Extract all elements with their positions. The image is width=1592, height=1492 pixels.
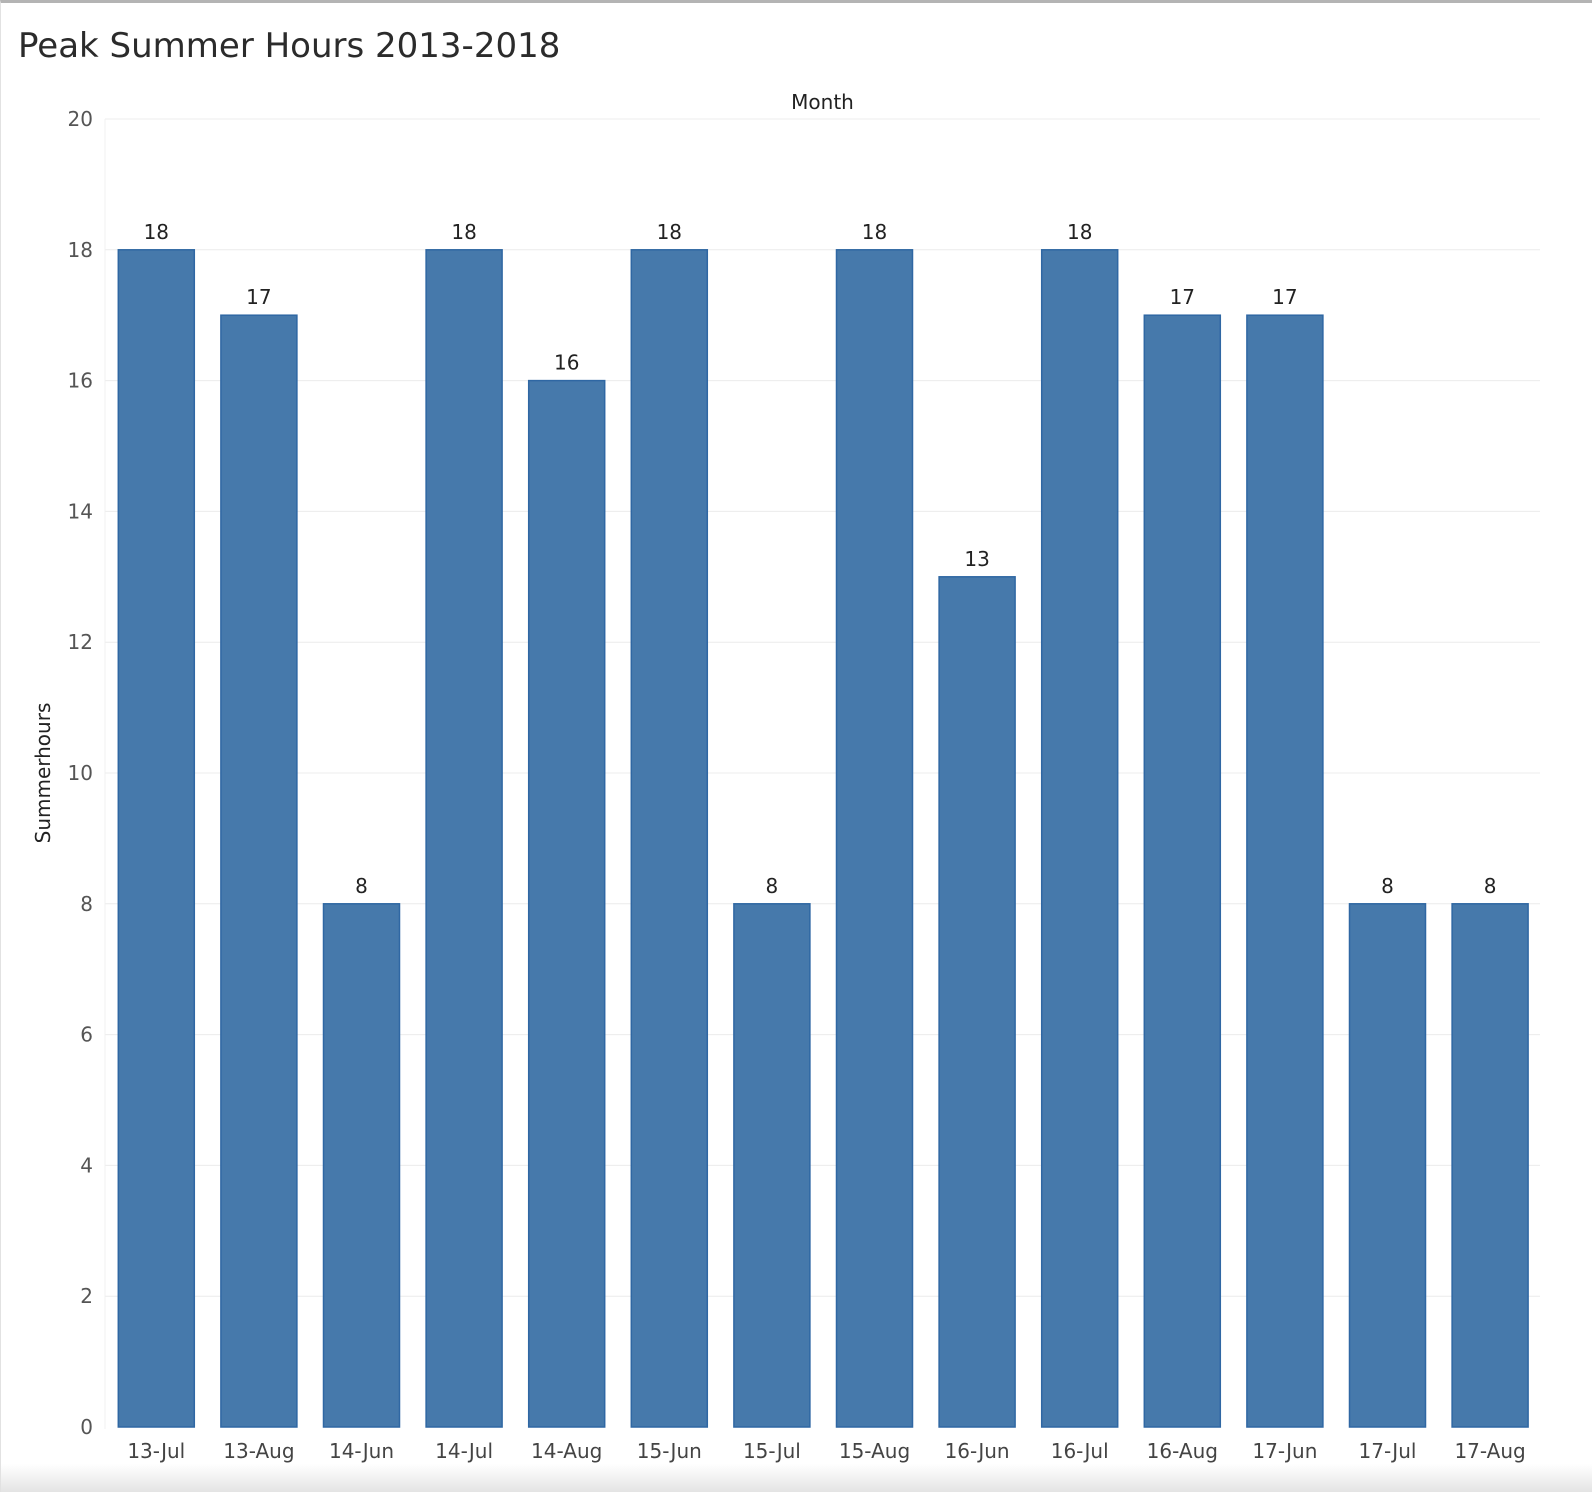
chart-title: Peak Summer Hours 2013-2018	[18, 26, 561, 66]
bar-16-Aug[interactable]	[1143, 314, 1222, 1428]
x-tick-label: 17-Jul	[1359, 1439, 1417, 1463]
x-tick-label: 13-Aug	[223, 1439, 294, 1463]
y-tick-label: 10	[68, 761, 93, 785]
data-label: 8	[355, 874, 368, 898]
gridlines	[104, 118, 1540, 1429]
y-tick-label: 18	[68, 238, 93, 262]
x-tick-label: 16-Jun	[945, 1439, 1010, 1463]
bar-17-Jun[interactable]	[1246, 314, 1324, 1428]
bar-15-Jul[interactable]	[733, 903, 811, 1428]
data-label: 17	[246, 285, 271, 309]
data-label: 18	[451, 220, 476, 244]
x-axis-title: Month	[791, 90, 854, 114]
bar-14-Aug[interactable]	[527, 379, 606, 1428]
data-label: 13	[964, 547, 989, 571]
x-tick-label: 14-Jun	[329, 1439, 394, 1463]
y-tick-label: 8	[80, 892, 93, 916]
x-tick-label: 15-Aug	[839, 1439, 910, 1463]
data-label: 18	[862, 220, 887, 244]
data-label: 8	[1381, 874, 1394, 898]
data-label: 18	[144, 220, 169, 244]
data-label: 17	[1272, 285, 1297, 309]
bar-17-Jul[interactable]	[1348, 903, 1427, 1428]
y-tick-label: 4	[80, 1153, 93, 1177]
data-label: 16	[554, 351, 579, 375]
x-tick-label: 15-Jul	[743, 1439, 801, 1463]
y-axis-ticks: 0 2 4 6 8 10 12 14 16 18 20	[68, 107, 93, 1439]
bar-17-Aug[interactable]	[1451, 903, 1529, 1428]
x-tick-label: 17-Jun	[1252, 1439, 1317, 1463]
bar-13-Aug[interactable]	[220, 314, 298, 1428]
x-tick-label: 14-Jul	[435, 1439, 493, 1463]
bar-13-Jul[interactable]	[117, 249, 196, 1428]
bars	[117, 249, 1529, 1428]
data-labels: 18 17 8 18 16 18 8 18 13 18 17 17 8 8	[144, 220, 1497, 898]
y-tick-label: 16	[68, 369, 93, 393]
bar-16-Jun[interactable]	[938, 576, 1016, 1428]
y-tick-label: 12	[68, 630, 93, 654]
y-tick-label: 0	[80, 1415, 93, 1439]
x-tick-label: 16-Aug	[1147, 1439, 1218, 1463]
data-label: 18	[657, 220, 682, 244]
y-tick-label: 20	[68, 107, 93, 131]
y-tick-label: 6	[80, 1023, 93, 1047]
data-label: 18	[1067, 220, 1092, 244]
x-axis-ticks: 13-Jul 13-Aug 14-Jun 14-Jul 14-Aug 15-Jun 15-J…	[127, 1439, 1525, 1463]
x-tick-label: 13-Jul	[127, 1439, 185, 1463]
bar-15-Jun[interactable]	[630, 249, 709, 1428]
bar-14-Jun[interactable]	[322, 903, 401, 1428]
x-tick-label: 17-Aug	[1454, 1439, 1525, 1463]
bar-14-Jul[interactable]	[425, 249, 503, 1428]
y-axis-title: Summerhours	[31, 703, 55, 844]
data-label: 8	[1484, 874, 1497, 898]
x-tick-label: 16-Jul	[1051, 1439, 1109, 1463]
data-label: 17	[1170, 285, 1195, 309]
x-tick-label: 15-Jun	[637, 1439, 702, 1463]
y-tick-label: 2	[80, 1284, 93, 1308]
data-label: 8	[766, 874, 779, 898]
y-tick-label: 14	[68, 499, 93, 523]
x-tick-label: 14-Aug	[531, 1439, 602, 1463]
bottom-shadow	[0, 1464, 1592, 1492]
bar-16-Jul[interactable]	[1040, 249, 1119, 1428]
bar-15-Aug[interactable]	[835, 249, 914, 1428]
